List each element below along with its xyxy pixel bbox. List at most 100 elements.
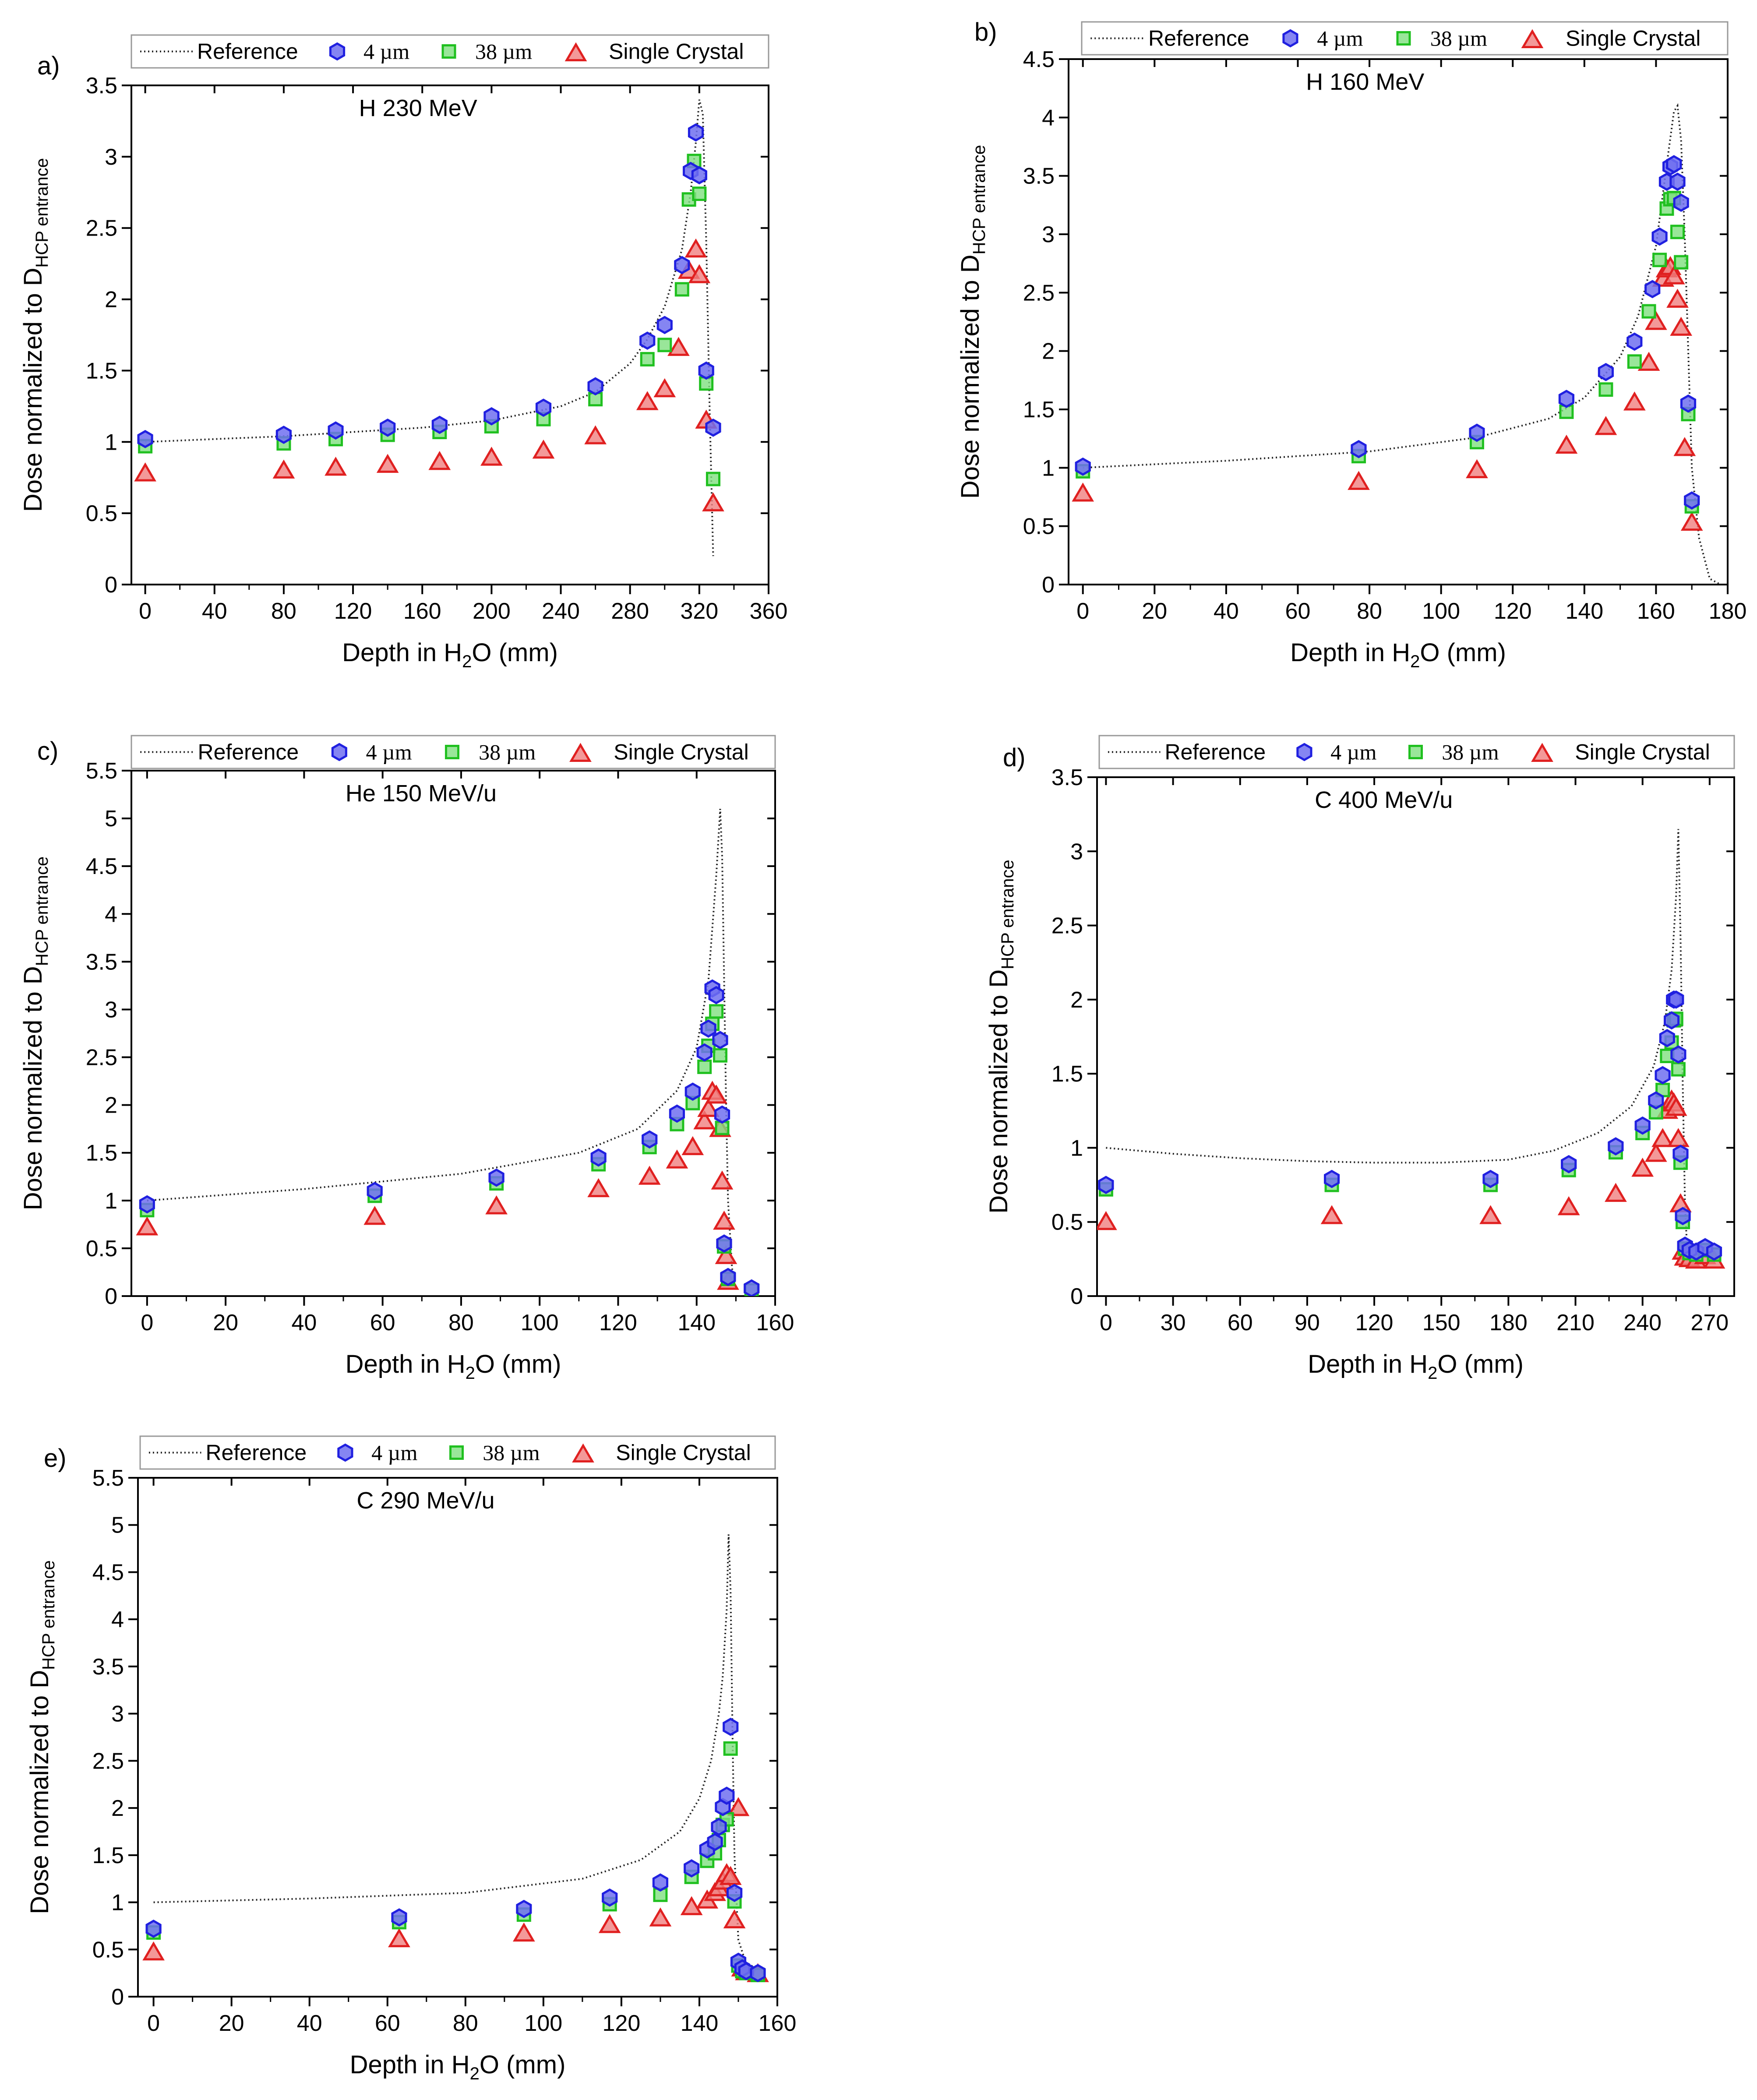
point-single-crystal	[485, 1195, 508, 1215]
point-4um	[696, 1043, 713, 1062]
x-tick-label: 0	[1100, 1310, 1112, 1335]
point-4um	[139, 1195, 155, 1214]
y-tick-label: 4	[111, 1607, 124, 1632]
x-tick-label: 120	[334, 599, 372, 624]
y-tick-label: 2	[105, 1093, 117, 1118]
x-tick-label: 280	[611, 599, 649, 624]
legend-4um-label: 4 µm	[366, 740, 412, 765]
point-single-crystal	[272, 459, 295, 479]
point-4um	[275, 426, 292, 444]
point-single-crystal	[1623, 391, 1646, 411]
point-single-crystal	[688, 264, 711, 283]
y-tick-label: 3	[1070, 839, 1083, 864]
y-tick-label: 5.5	[92, 1466, 124, 1491]
y-tick-label: 2	[1042, 339, 1055, 364]
y-tick-label: 3	[105, 997, 117, 1022]
point-single-crystal	[136, 1216, 159, 1236]
point-single-crystal	[532, 439, 555, 459]
point-4um	[711, 1818, 727, 1836]
point-4um	[1680, 394, 1697, 413]
point-4um	[639, 331, 656, 350]
point-single-crystal	[649, 1907, 672, 1927]
legend-single-crystal-label: Single Crystal	[1566, 26, 1701, 51]
x-tick-label: 100	[524, 2011, 562, 2036]
point-single-crystal	[723, 1909, 746, 1928]
x-tick-label: 240	[1623, 1310, 1662, 1335]
point-4um	[587, 377, 603, 396]
point-4um	[1098, 1176, 1114, 1194]
y-tick-label: 5.5	[86, 758, 117, 784]
x-tick-label: 60	[1285, 599, 1311, 624]
y-tick-label: 2.5	[86, 216, 117, 241]
point-4um	[720, 1268, 736, 1286]
x-tick-label: 90	[1295, 1310, 1320, 1335]
axes-frame	[137, 1477, 778, 1998]
series-point-4um	[1098, 990, 1722, 1261]
point-4um	[1668, 990, 1684, 1009]
point-4um	[707, 1832, 723, 1851]
legend-4um-swatch	[1282, 29, 1298, 48]
point-4um	[1670, 1045, 1686, 1064]
x-tick-label: 150	[1422, 1310, 1461, 1335]
point-single-crystal	[1605, 1183, 1627, 1202]
y-tick-label: 1	[105, 430, 117, 455]
series-point-single-crystal	[136, 1081, 739, 1290]
axes-frame	[131, 770, 776, 1297]
x-tick-label: 80	[448, 1310, 474, 1335]
point-single-crystal	[1644, 1143, 1667, 1162]
y-tick-label: 5	[105, 806, 117, 832]
x-tick-label: 160	[1637, 599, 1675, 624]
y-tick-label: 3	[1042, 222, 1055, 247]
legend-single-crystal-swatch	[1521, 29, 1544, 48]
point-single-crystal	[680, 1896, 703, 1915]
legend-38um-swatch	[445, 745, 459, 759]
point-single-crystal	[598, 1914, 621, 1933]
point-single-crystal	[1645, 311, 1667, 330]
x-tick-label: 210	[1556, 1310, 1595, 1335]
point-4um	[137, 430, 153, 448]
legend: Reference 4 µm 38 µm Single Crystal	[1098, 735, 1735, 769]
panel-title: C 290 MeV/u	[356, 1487, 494, 1514]
reference-line	[153, 1534, 759, 1970]
y-tick-label: 1.5	[92, 1843, 124, 1868]
point-4um	[1659, 1029, 1675, 1047]
y-tick-label: 4	[105, 902, 117, 927]
point-4um	[516, 1899, 532, 1918]
legend-4um-label: 4 µm	[371, 1441, 417, 1465]
legend-single-crystal-label: Single Crystal	[614, 740, 748, 765]
point-single-crystal	[1557, 1196, 1580, 1216]
point-single-crystal	[325, 456, 347, 476]
point-4um	[1558, 390, 1574, 408]
point-4um	[602, 1888, 618, 1907]
point-4um	[700, 1019, 716, 1038]
x-tick-label: 120	[1494, 599, 1532, 624]
point-4um	[750, 1964, 766, 1982]
x-tick-label: 120	[599, 1310, 637, 1335]
point-38um	[699, 376, 714, 391]
point-single-crystal	[719, 1866, 742, 1885]
x-tick-label: 160	[403, 599, 441, 624]
point-single-crystal	[684, 238, 707, 258]
point-4um	[145, 1920, 162, 1938]
point-single-crystal	[1665, 1097, 1687, 1116]
point-4um	[716, 1234, 732, 1253]
point-4um	[431, 416, 448, 434]
panel-title: C 400 MeV/u	[1315, 787, 1453, 813]
point-4um	[1626, 332, 1643, 351]
y-tick-label: 0.5	[86, 1236, 117, 1261]
point-single-crystal	[142, 1941, 165, 1961]
point-4um	[1351, 440, 1367, 458]
x-tick-label: 140	[1565, 599, 1603, 624]
point-single-crystal	[1348, 471, 1370, 490]
legend-4um-label: 4 µm	[363, 39, 409, 64]
point-4um	[488, 1168, 505, 1187]
x-axis-label: Depth in H2O (mm)	[350, 2051, 566, 2083]
point-4um	[684, 1859, 700, 1878]
point-4um	[1644, 280, 1661, 299]
point-38um	[697, 1059, 712, 1074]
y-axis-label: Dose normalized to DHCP entrance	[25, 1560, 58, 1914]
plot-area	[1072, 103, 1721, 585]
legend-4um-label: 4 µm	[1317, 26, 1363, 51]
panel-label: b)	[974, 18, 997, 46]
